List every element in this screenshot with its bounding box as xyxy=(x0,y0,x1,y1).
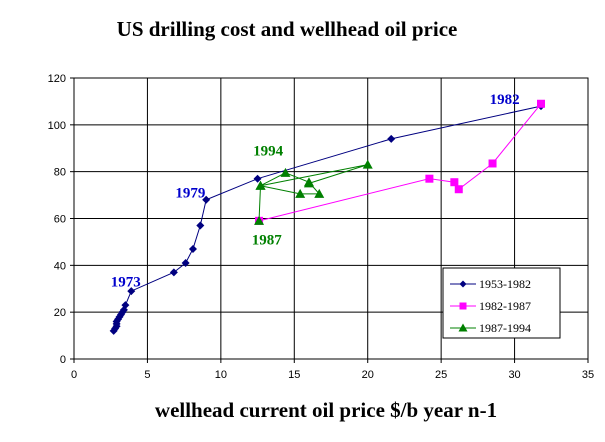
data-point xyxy=(295,188,306,198)
data-point xyxy=(450,178,459,187)
x-tick-label: 30 xyxy=(508,369,520,381)
legend-item: 1953-1982 xyxy=(450,277,531,291)
data-point xyxy=(181,258,190,267)
legend-item: 1987-1994 xyxy=(450,321,531,335)
x-axis-label: wellhead current oil price $/b year n-1 xyxy=(155,398,497,422)
annotation-label: 1973 xyxy=(111,274,141,290)
data-point xyxy=(253,174,262,183)
data-point xyxy=(488,159,497,168)
data-point xyxy=(127,287,136,296)
data-point xyxy=(454,185,463,194)
x-tick-label: 5 xyxy=(144,369,150,381)
data-point xyxy=(303,178,314,188)
legend: 1953-1982 1982-1987 1987-1994 xyxy=(442,267,561,339)
data-point xyxy=(255,180,266,190)
legend-items: 1953-1982 1982-1987 1987-1994 xyxy=(450,277,531,335)
data-point xyxy=(280,167,291,177)
y-axis-ticks: 0 20 40 60 80 100 120 xyxy=(48,73,74,366)
data-point xyxy=(202,195,211,204)
x-axis-ticks: 0 5 10 15 20 25 30 35 xyxy=(71,359,594,381)
data-point xyxy=(387,134,396,143)
annotation-label: 1982 xyxy=(490,92,520,108)
series-1987-1994 xyxy=(254,159,373,225)
legend-label: 1987-1994 xyxy=(479,321,531,335)
annotation-label: 1979 xyxy=(175,185,205,201)
data-point xyxy=(314,188,325,198)
y-tick-label: 100 xyxy=(48,120,66,132)
series-layer xyxy=(109,99,546,335)
data-point xyxy=(188,244,197,253)
x-tick-label: 10 xyxy=(215,369,227,381)
x-tick-label: 25 xyxy=(435,369,447,381)
y-tick-label: 0 xyxy=(60,354,66,366)
data-point xyxy=(425,174,434,183)
annotations: 1973 1979 1982 1994 1987 xyxy=(111,92,520,291)
data-point xyxy=(196,221,205,230)
annotation-label: 1987 xyxy=(252,232,283,248)
series-1953-1982 xyxy=(109,102,546,335)
data-point xyxy=(254,215,265,225)
legend-marker xyxy=(458,323,468,332)
chart-title: US drilling cost and wellhead oil price xyxy=(117,17,458,41)
y-tick-label: 60 xyxy=(54,214,66,226)
data-point xyxy=(537,99,546,108)
x-tick-label: 20 xyxy=(362,369,374,381)
data-point xyxy=(362,159,373,169)
legend-marker xyxy=(459,302,467,310)
y-tick-label: 80 xyxy=(54,167,66,179)
x-tick-label: 15 xyxy=(288,369,300,381)
y-tick-label: 40 xyxy=(54,260,66,272)
legend-label: 1953-1982 xyxy=(479,277,531,291)
x-tick-label: 35 xyxy=(582,369,594,381)
data-point xyxy=(169,268,178,277)
y-tick-label: 20 xyxy=(54,307,66,319)
x-tick-label: 0 xyxy=(71,369,77,381)
y-tick-label: 120 xyxy=(48,73,66,85)
annotation-label: 1994 xyxy=(253,143,284,159)
legend-item: 1982-1987 xyxy=(450,299,531,313)
legend-marker xyxy=(459,280,467,288)
legend-label: 1982-1987 xyxy=(479,299,531,313)
data-point xyxy=(121,301,130,310)
